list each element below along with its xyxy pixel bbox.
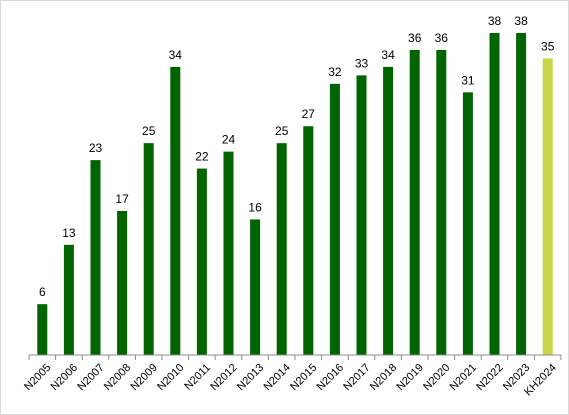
value-label-n2015: 27	[302, 107, 316, 121]
value-label-n2020: 36	[435, 31, 449, 45]
bar-kh2024	[542, 58, 553, 355]
category-label-n2021: N2021	[448, 362, 479, 393]
bar-n2010	[170, 66, 181, 355]
value-label-n2010: 34	[169, 48, 183, 62]
category-label-n2016: N2016	[315, 362, 346, 393]
value-labels-group: 6 13 23 17 25 34 22 24 16 25 27 32 33 34 36 36 31 38 38 35	[39, 14, 555, 299]
category-label-n2011: N2011	[182, 362, 213, 393]
value-label-n2016: 32	[328, 65, 342, 79]
bar-n2011	[196, 168, 207, 355]
value-label-n2017: 33	[355, 56, 369, 70]
bar-n2009	[143, 143, 154, 355]
category-label-n2014: N2014	[262, 362, 293, 393]
category-label-n2012: N2012	[208, 362, 239, 393]
bar-n2015	[303, 126, 314, 355]
bar-n2021	[462, 92, 473, 355]
category-label-n2013: N2013	[235, 362, 266, 393]
bar-n2005	[37, 304, 48, 355]
category-labels-group: N2005N2006N2007N2008N2009N2010N2011N2012…	[22, 362, 559, 399]
bar-n2012	[223, 151, 234, 355]
bar-n2023	[516, 33, 527, 355]
value-label-n2008: 17	[115, 192, 129, 206]
bar-n2014	[276, 143, 287, 355]
value-label-n2007: 23	[89, 141, 103, 155]
category-label-n2009: N2009	[129, 362, 160, 393]
value-label-n2022: 38	[488, 14, 502, 28]
category-label-n2007: N2007	[75, 362, 106, 393]
value-label-n2021: 31	[461, 73, 475, 87]
value-label-n2018: 34	[381, 48, 395, 62]
value-label-kh2024: 35	[541, 39, 555, 53]
category-label-n2022: N2022	[474, 362, 505, 393]
bar-n2008	[117, 210, 128, 355]
bar-n2018	[383, 66, 394, 355]
value-label-n2005: 6	[39, 285, 46, 299]
bar-n2017	[356, 75, 367, 356]
value-label-n2012: 24	[222, 133, 236, 147]
value-label-n2013: 16	[248, 200, 262, 214]
category-label-n2006: N2006	[49, 362, 80, 393]
value-label-n2014: 25	[275, 124, 289, 138]
category-label-n2018: N2018	[368, 362, 399, 393]
bar-n2007	[90, 160, 101, 355]
category-label-n2010: N2010	[155, 362, 186, 393]
bar-n2013	[250, 219, 261, 355]
value-label-n2009: 25	[142, 124, 156, 138]
value-label-n2019: 36	[408, 31, 422, 45]
value-label-n2011: 22	[195, 150, 209, 164]
category-label-n2019: N2019	[395, 362, 426, 393]
bars-group	[37, 33, 553, 356]
bar-n2016	[329, 83, 340, 355]
category-label-n2020: N2020	[421, 362, 452, 393]
category-label-n2017: N2017	[341, 362, 372, 393]
category-label-n2008: N2008	[102, 362, 133, 393]
value-label-n2006: 13	[62, 226, 76, 240]
category-label-n2005: N2005	[22, 362, 53, 393]
bar-n2020	[436, 49, 447, 356]
category-label-n2015: N2015	[288, 362, 319, 393]
bar-n2019	[409, 49, 420, 356]
bar-n2006	[63, 244, 74, 355]
bar-n2022	[489, 33, 500, 355]
value-label-n2023: 38	[514, 14, 528, 28]
x-axis-ticks	[28, 355, 562, 360]
